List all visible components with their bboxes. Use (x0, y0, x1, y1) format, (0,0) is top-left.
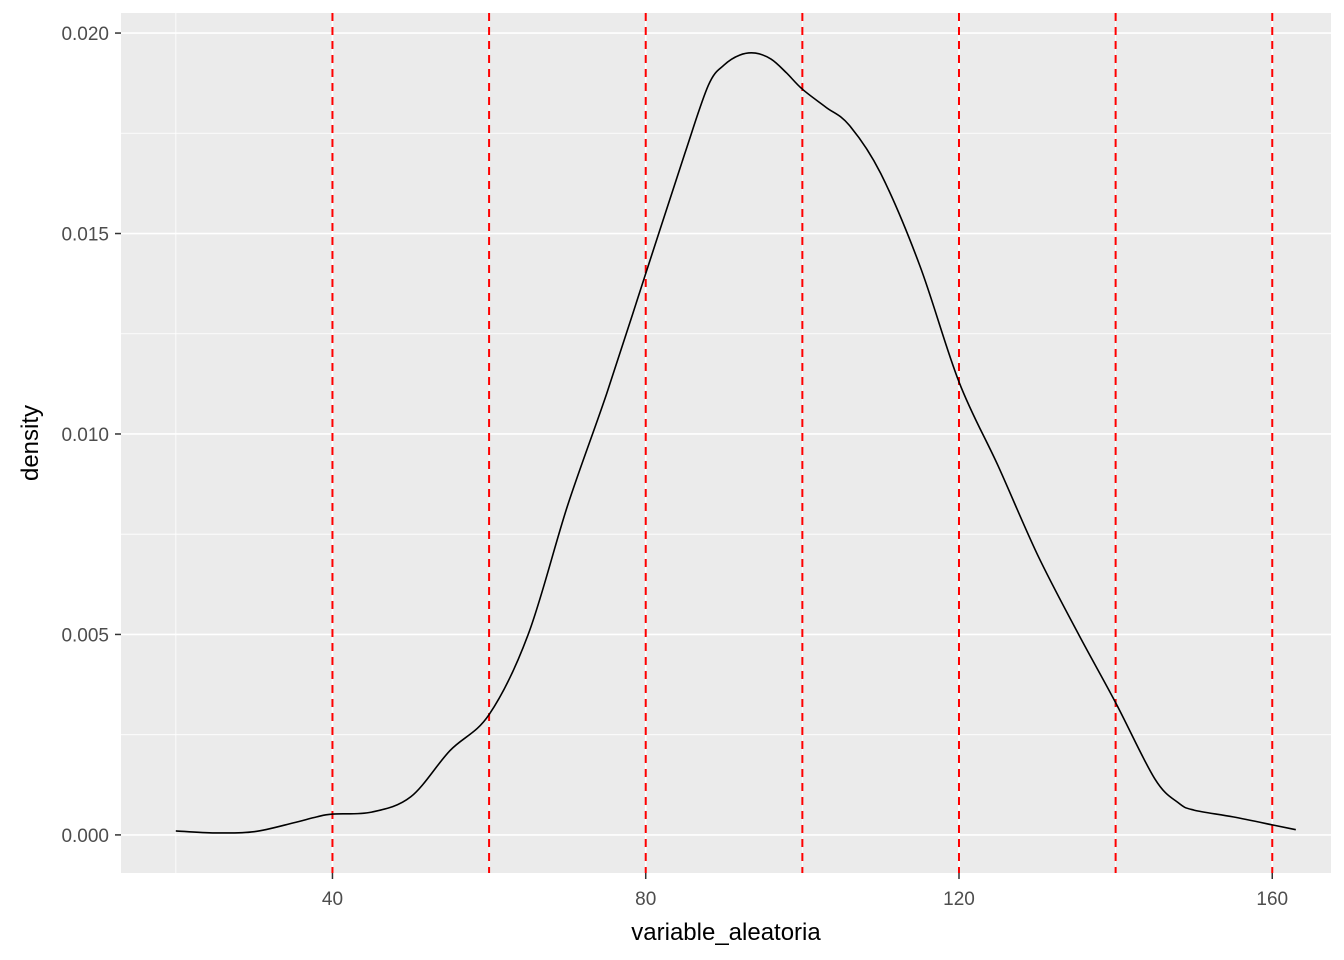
x-tick-label: 80 (635, 889, 656, 910)
reference-lines (331, 13, 1274, 873)
y-axis-ticks: 0.000 0.005 0.010 0.015 0.020 (61, 24, 121, 847)
y-tick-label: 0.020 (61, 24, 109, 45)
x-axis-title: variable_aleatoria (631, 919, 821, 946)
y-tick-label: 0.010 (61, 425, 109, 446)
density-curve (175, 52, 1296, 834)
y-tick-label: 0.015 (61, 225, 109, 246)
major-y-gridlines (121, 32, 1331, 836)
plot-panel (121, 13, 1331, 873)
x-axis-ticks: 40 80 120 160 (322, 873, 1288, 910)
y-tick-label: 0.005 (61, 625, 109, 646)
x-tick-label: 40 (322, 889, 343, 910)
x-tick-label: 160 (1256, 889, 1288, 910)
minor-y-gridlines (121, 132, 1331, 736)
y-tick-label: 0.000 (61, 826, 109, 847)
y-axis-title: density (17, 405, 44, 481)
x-tick-label: 120 (943, 889, 975, 910)
density-series (175, 52, 1296, 834)
